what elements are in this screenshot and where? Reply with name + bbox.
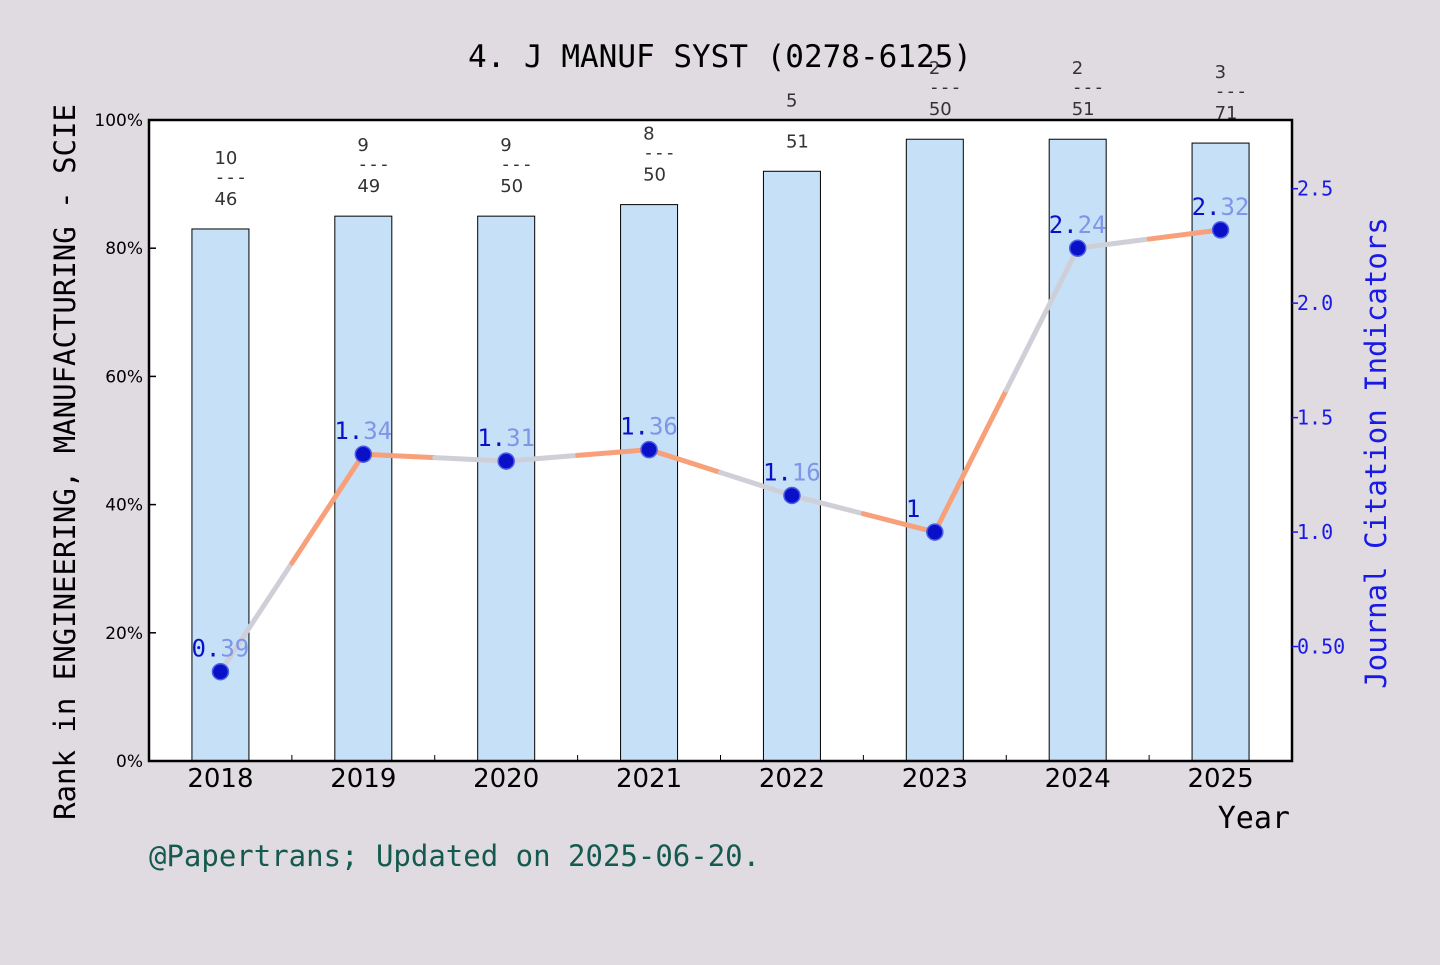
x-tick-label-2020: 2020 [473,764,539,794]
value-label-2023: 1 [906,495,920,523]
right-tick-label: 2.0 [1297,291,1333,315]
rank-label-2018: 10---46 [214,148,247,210]
rank-total: 50 [643,165,666,186]
value-label-2018: 0.39 [191,635,249,663]
line-segment-b [289,451,366,566]
line-segment-b [718,470,795,498]
line-segment-a [789,492,866,517]
plot-area [149,120,1292,761]
line-segment-a [503,452,581,464]
rank-label-2019: 9---49 [357,135,390,197]
bar-2025 [1191,142,1250,762]
rank-value: 3 [1215,62,1226,83]
rank-label-2024: 2---51 [1072,58,1105,120]
bars-layer [191,138,1250,762]
rank-divider: --- [214,167,247,188]
left-axis: 0% 20% 40% 60% 80% 100% [94,111,156,772]
left-tick-label: 40% [105,496,143,516]
right-tick-label: 1.5 [1297,406,1333,430]
rank-value: 9 [500,135,511,156]
line-segment-b [860,511,938,535]
line-segment-b [575,447,652,458]
rank-divider: --- [643,143,676,164]
point-2025 [1211,221,1230,239]
point-2024 [1068,239,1087,257]
right-tick-label: 0.50 [1297,635,1345,659]
rank-value: 10 [214,148,237,169]
x-tick-label-2025: 2025 [1187,764,1253,794]
value-label-2024: 2.24 [1049,211,1107,239]
line-layer [211,221,1230,681]
rank-total: 50 [929,99,952,120]
x-tick-label-2021: 2021 [616,764,682,794]
x-axis: 2018 2019 2020 2021 2022 2023 2024 2025 [187,755,1254,794]
point-2021 [640,440,658,459]
value-label-2020: 1.31 [477,424,535,452]
rank-divider: --- [1072,77,1105,98]
line-segment-a [932,387,1009,535]
bar-2023 [905,138,964,762]
right-tick-label: 2.5 [1297,177,1333,201]
left-tick-label: 100% [94,111,143,131]
bar-2019 [334,215,393,762]
right-axis-label: Journal Citation Indicators [1359,217,1393,688]
rank-value: 8 [643,124,654,145]
rank-total: 51 [1072,99,1095,120]
rank-total: 46 [214,189,237,210]
rank-divider: --- [500,154,533,175]
rank-total: 51 [786,131,809,152]
point-2019 [354,445,373,463]
left-axis-label: Rank in ENGINEERING, MANUFACTURING - SCI… [48,104,82,820]
point-2023 [926,523,944,541]
rank-total: 49 [357,176,380,197]
point-2020 [497,452,515,470]
left-tick-label: 80% [105,239,143,259]
labels-layer: 10---469---499---508---505512---502---51… [191,58,1249,662]
rank-label-2022: 5 51 [786,90,809,152]
rank-divider: --- [357,154,390,175]
line-segment-b [1003,245,1081,393]
line-segment-a [646,447,723,476]
right-tick-label: 1.0 [1297,520,1333,544]
rank-divider: --- [929,77,962,98]
rank-value: 2 [929,58,940,79]
bar-2020 [477,215,536,762]
value-label-2025: 2.32 [1192,193,1250,221]
rank-label-2020: 9---50 [500,135,533,197]
rank-value: 5 [786,90,797,111]
x-tick-label-2018: 2018 [187,764,253,794]
value-label-2022: 1.16 [763,458,821,486]
line-segment-b [432,455,509,464]
bar-2018 [191,228,250,762]
value-label-2021: 1.36 [620,413,678,441]
point-2022 [783,486,801,505]
line-segment-a [360,451,438,461]
rank-value: 2 [1072,58,1083,79]
rank-label-2023: 2---50 [929,58,962,120]
rank-total: 50 [500,176,523,197]
left-tick-label: 0% [116,752,143,772]
value-label-2019: 1.34 [334,417,392,445]
chart-title: 4. J MANUF SYST (0278-6125) [468,39,972,75]
left-tick-label: 60% [105,367,143,387]
x-tick-label-2019: 2019 [330,764,396,794]
rank-label-2021: 8---50 [643,124,676,186]
x-tick-label-2024: 2024 [1045,764,1111,794]
line-segment-b [1146,227,1224,242]
x-tick-label-2022: 2022 [759,764,825,794]
bar-2021 [620,204,679,762]
line-segment-a [217,560,295,675]
x-axis-label: Year [1218,801,1290,836]
line-segment-a [1075,236,1152,251]
right-axis: 0.50 1.0 1.5 2.0 2.5 [1292,177,1345,659]
left-tick-label: 20% [105,624,143,644]
footer-credit: @Papertrans; Updated on 2025-06-20. [149,839,760,873]
point-2018 [211,662,230,681]
rank-value: 9 [357,135,368,156]
rank-divider: --- [1215,81,1248,102]
x-tick-label-2023: 2023 [902,764,968,794]
